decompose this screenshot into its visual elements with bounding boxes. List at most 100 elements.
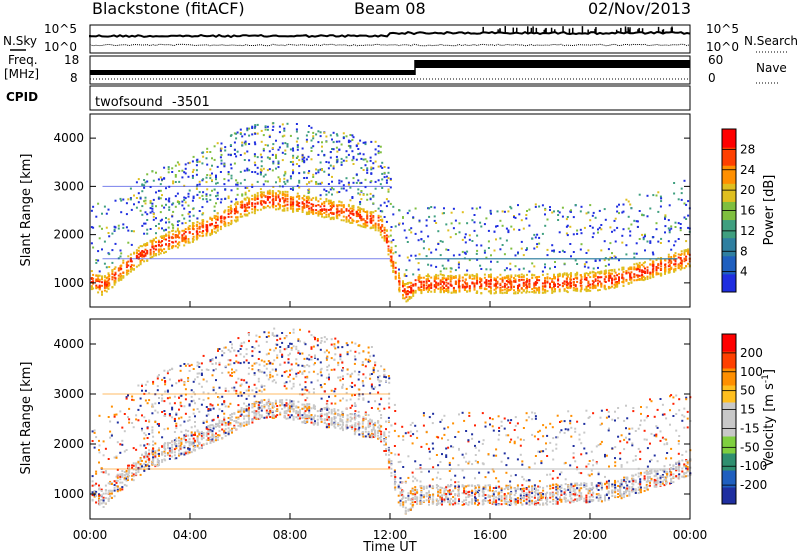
radar-echo xyxy=(175,445,178,448)
radar-echo xyxy=(466,283,469,286)
radar-echo xyxy=(509,205,512,208)
radar-echo xyxy=(269,371,272,374)
radar-echo xyxy=(271,368,274,371)
radar-echo xyxy=(305,204,308,207)
radar-echo xyxy=(201,221,204,224)
radar-echo xyxy=(122,276,125,279)
radar-echo xyxy=(495,291,497,294)
radar-echo xyxy=(215,182,217,185)
radar-echo xyxy=(592,232,595,235)
radar-echo xyxy=(161,194,163,197)
radar-echo xyxy=(93,490,96,493)
radar-echo xyxy=(509,262,512,265)
radar-echo xyxy=(583,272,586,275)
radar-echo xyxy=(674,240,677,243)
radar-echo xyxy=(607,287,610,290)
radar-echo xyxy=(667,219,670,222)
radar-echo xyxy=(412,216,415,219)
radar-echo xyxy=(184,236,187,239)
radar-echo xyxy=(379,210,382,213)
radar-echo xyxy=(554,276,556,279)
radar-echo xyxy=(173,451,176,454)
radar-echo xyxy=(229,154,232,157)
radar-echo xyxy=(408,296,411,298)
radar-echo xyxy=(473,288,476,291)
radar-echo xyxy=(479,287,482,290)
radar-echo xyxy=(188,364,191,367)
radar-echo xyxy=(166,427,169,430)
radar-echo xyxy=(292,207,295,210)
radar-echo xyxy=(201,162,204,165)
radar-echo xyxy=(120,277,123,280)
radar-echo xyxy=(622,210,625,213)
radar-echo xyxy=(151,202,154,205)
radar-echo xyxy=(664,266,667,268)
radar-echo xyxy=(589,276,592,279)
radar-echo xyxy=(418,289,421,292)
radar-echo xyxy=(108,235,111,238)
radar-echo xyxy=(166,452,169,455)
radar-echo xyxy=(345,159,348,162)
radar-echo xyxy=(355,144,358,147)
radar-echo xyxy=(447,289,450,292)
radar-echo xyxy=(121,488,124,491)
radar-echo xyxy=(191,171,194,173)
radar-echo xyxy=(387,240,390,243)
radar-echo xyxy=(296,144,299,147)
radar-echo xyxy=(566,275,569,278)
radar-echo xyxy=(458,277,461,280)
radar-echo xyxy=(98,225,101,228)
radar-echo xyxy=(260,359,263,362)
radar-echo xyxy=(445,288,448,290)
radar-echo xyxy=(289,175,292,178)
radar-echo xyxy=(450,284,453,287)
radar-echo xyxy=(490,212,492,215)
radar-echo xyxy=(349,210,352,213)
radar-echo xyxy=(196,445,199,448)
radar-echo xyxy=(180,430,183,433)
radar-echo xyxy=(139,261,142,264)
radar-echo xyxy=(275,153,277,156)
radar-echo xyxy=(107,287,110,290)
radar-echo xyxy=(161,378,164,381)
noise-right-tick-top: 10^5 xyxy=(706,22,739,36)
radar-echo xyxy=(473,229,476,232)
radar-echo xyxy=(563,272,566,275)
radar-echo xyxy=(685,258,688,261)
radar-echo xyxy=(452,286,455,289)
radar-echo xyxy=(215,224,217,227)
radar-echo xyxy=(146,455,149,458)
radar-echo xyxy=(435,276,438,279)
radar-echo xyxy=(410,227,413,230)
radar-echo xyxy=(461,276,464,279)
radar-echo xyxy=(200,437,203,440)
radar-echo xyxy=(485,217,488,220)
radar-echo xyxy=(217,349,219,352)
radar-echo xyxy=(91,499,94,502)
radar-echo xyxy=(544,285,547,288)
radar-echo xyxy=(310,203,313,206)
radar-echo xyxy=(659,205,662,208)
radar-echo xyxy=(200,362,203,365)
radar-echo xyxy=(211,157,213,160)
radar-echo xyxy=(198,234,201,237)
radar-echo xyxy=(609,242,612,245)
radar-echo xyxy=(148,399,151,402)
radar-echo xyxy=(168,239,171,242)
radar-echo xyxy=(247,414,250,417)
radar-echo xyxy=(520,291,523,294)
radar-echo xyxy=(168,413,171,415)
radar-echo xyxy=(172,233,175,236)
radar-echo xyxy=(107,489,110,492)
radar-echo xyxy=(471,240,474,242)
radar-echo xyxy=(352,177,355,180)
radar-echo xyxy=(269,408,272,410)
radar-echo xyxy=(216,215,219,218)
radar-echo xyxy=(183,446,186,449)
radar-echo xyxy=(104,471,107,474)
radar-echo xyxy=(227,197,230,200)
radar-echo xyxy=(679,268,682,271)
radar-echo xyxy=(206,200,209,203)
radar-echo xyxy=(323,212,326,214)
radar-echo xyxy=(168,457,171,460)
